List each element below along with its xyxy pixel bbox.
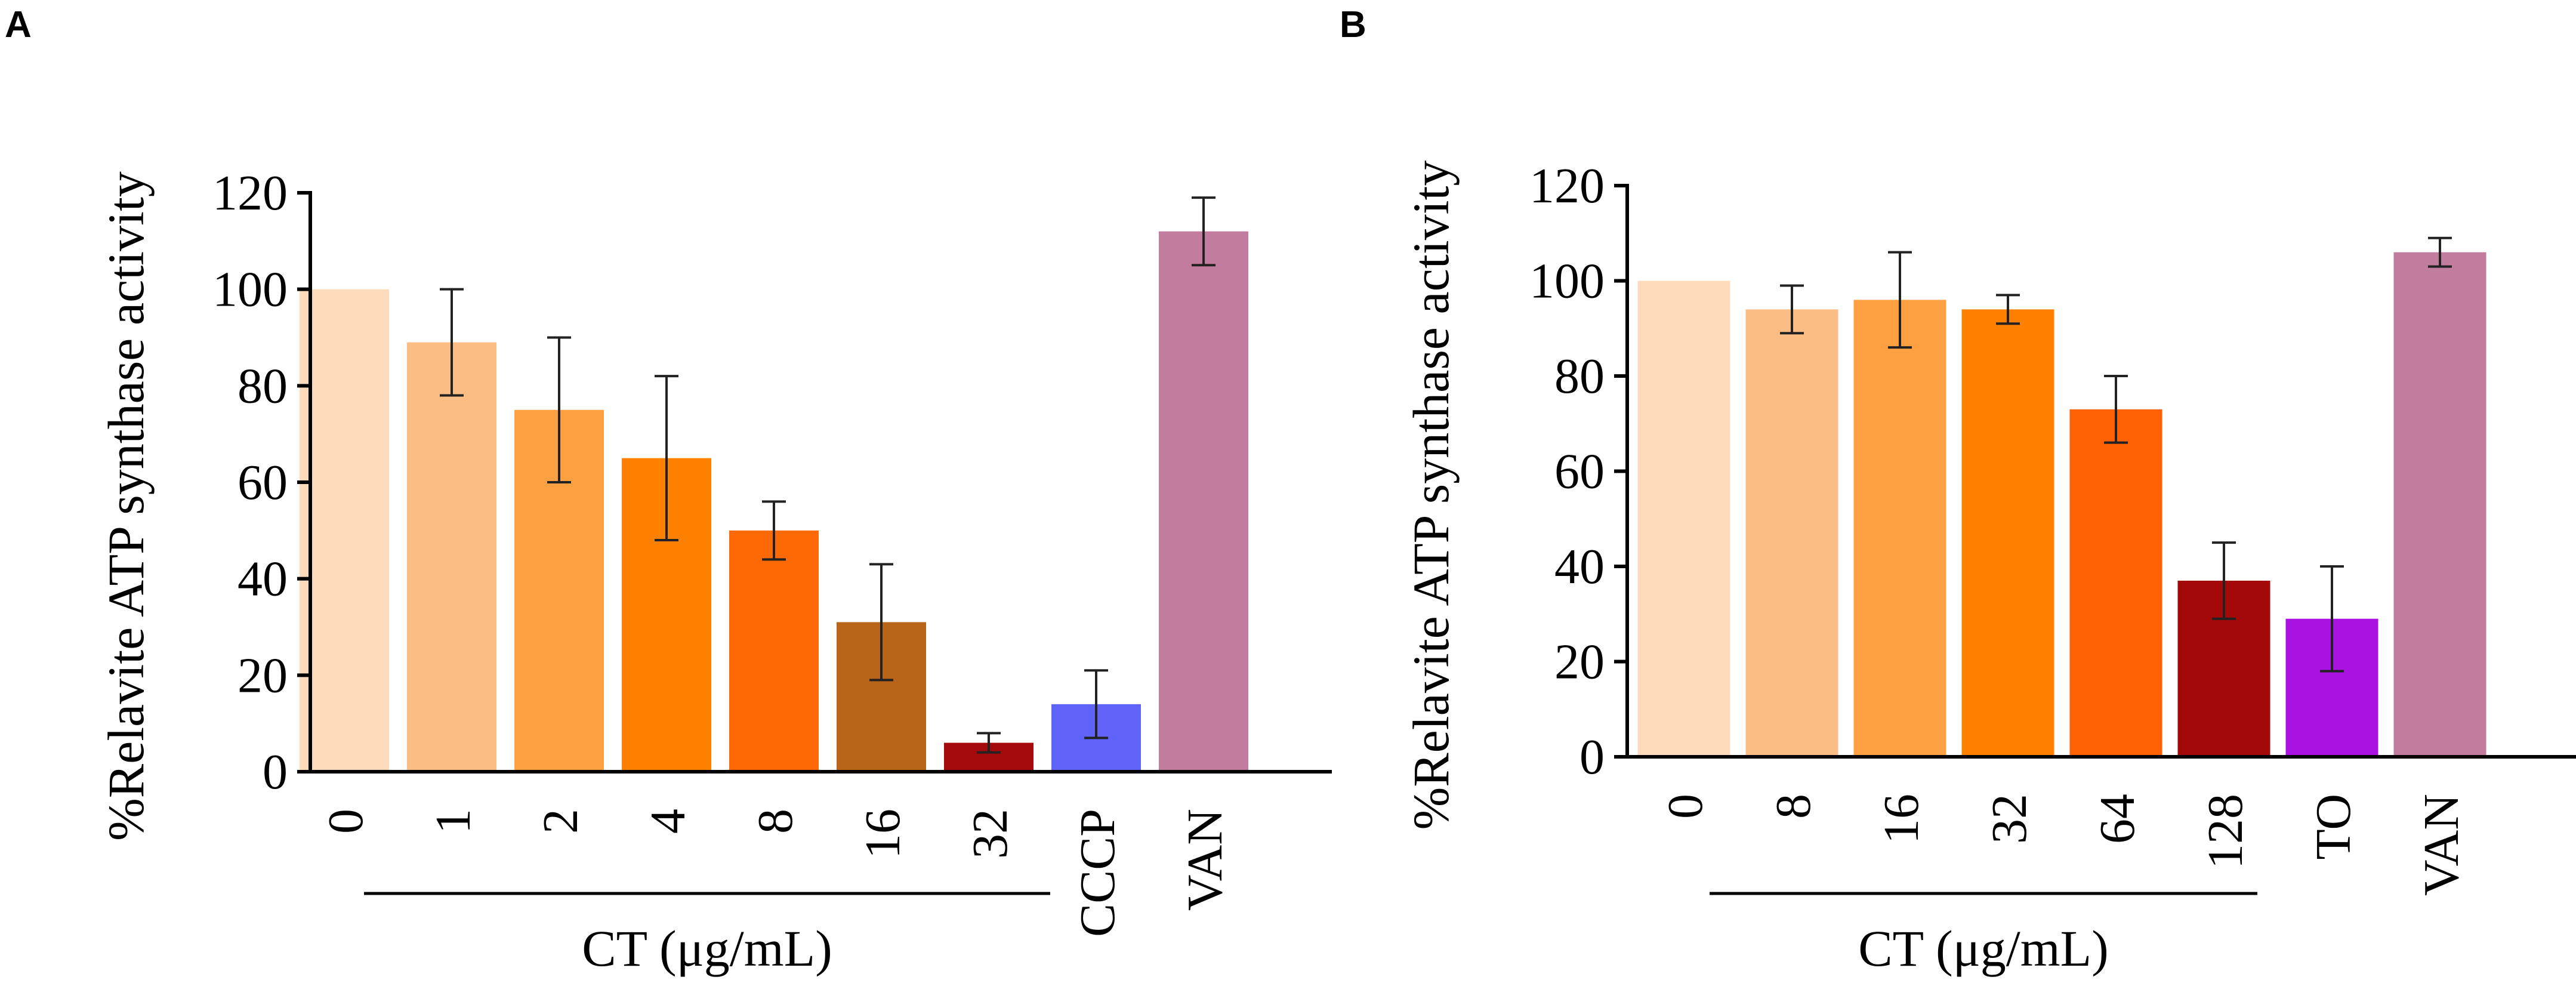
x-tick-label: CCCP	[1070, 809, 1125, 937]
panel-label-a: A	[5, 4, 32, 45]
bar-0	[1637, 281, 1730, 757]
y-tick-label: 40	[237, 551, 288, 607]
error-bar-8	[762, 500, 786, 561]
x-axis-group-label: CT (μg/mL)	[582, 920, 832, 977]
x-tick-label: 32	[962, 809, 1018, 859]
bar-0	[300, 289, 389, 772]
y-tick-label: 60	[237, 455, 288, 510]
y-tick-label: 100	[1529, 254, 1605, 309]
error-bar-16	[869, 563, 893, 682]
y-tick-label: 0	[263, 744, 288, 800]
error-bar-16	[1888, 251, 1912, 349]
bar-van	[2393, 252, 2486, 757]
y-tick-label: 100	[212, 262, 288, 318]
error-bar-32	[977, 732, 1001, 754]
x-tick-label: 32	[1982, 794, 2037, 844]
x-tick-label: VAN	[2414, 794, 2469, 896]
bar-8	[729, 530, 819, 772]
error-bar-to	[2320, 565, 2344, 673]
bar-8	[1745, 309, 1838, 757]
x-tick-label: 8	[1766, 794, 1821, 819]
error-bar-32	[1996, 294, 2020, 325]
x-tick-label: TO	[2306, 794, 2361, 859]
y-tick-label: 80	[237, 358, 288, 414]
x-tick-label: 16	[855, 809, 911, 859]
error-bar-1	[440, 288, 464, 397]
error-bar-8	[1780, 284, 1804, 335]
bar-1	[407, 342, 496, 772]
x-tick-label: 16	[1874, 794, 1929, 844]
x-tick-label: 0	[318, 809, 374, 834]
x-tick-label: 8	[748, 809, 803, 834]
y-axis-label: %Relavite ATP synthase activity	[97, 171, 155, 841]
x-tick-label: 0	[1658, 794, 1713, 819]
y-tick-label: 80	[1554, 349, 1605, 404]
error-bar-64	[2104, 375, 2128, 444]
error-bar-van	[2428, 236, 2452, 268]
y-tick-label: 60	[1554, 444, 1605, 500]
bar-32	[1961, 309, 2054, 757]
x-tick-label: 64	[2090, 794, 2145, 844]
y-axis-label: %Relavite ATP synthase activity	[1402, 161, 1460, 830]
y-tick-label: 20	[1554, 634, 1605, 690]
error-bar-cccp	[1084, 669, 1108, 739]
bar-64	[2069, 409, 2162, 757]
error-bar-2	[547, 336, 571, 483]
bar-16	[1853, 300, 1946, 757]
panel-label-b: B	[1340, 4, 1366, 45]
x-tick-label: VAN	[1177, 809, 1233, 911]
y-tick-label: 20	[237, 648, 288, 703]
error-bar-4	[655, 375, 678, 541]
bar-van	[1159, 231, 1248, 772]
error-bar-128	[2212, 541, 2236, 620]
y-tick-label: 0	[1579, 729, 1605, 785]
x-tick-label: 4	[640, 809, 696, 834]
x-tick-label: 128	[2198, 794, 2253, 869]
y-tick-label: 120	[212, 165, 288, 221]
panel-b: B %Relavite ATP synthase activity 0 8 16 32 6…	[1340, 4, 2576, 977]
x-tick-label: 2	[533, 809, 588, 834]
x-tick-label: 1	[425, 809, 481, 834]
x-axis-group-label: CT (μg/mL)	[1858, 920, 2109, 977]
y-tick-label: 40	[1554, 539, 1605, 594]
panel-a: A %Relavite ATP synthase activity 0 1 2 4 8 16…	[5, 4, 1332, 977]
error-bar-van	[1192, 196, 1215, 267]
y-tick-label: 120	[1529, 158, 1605, 214]
